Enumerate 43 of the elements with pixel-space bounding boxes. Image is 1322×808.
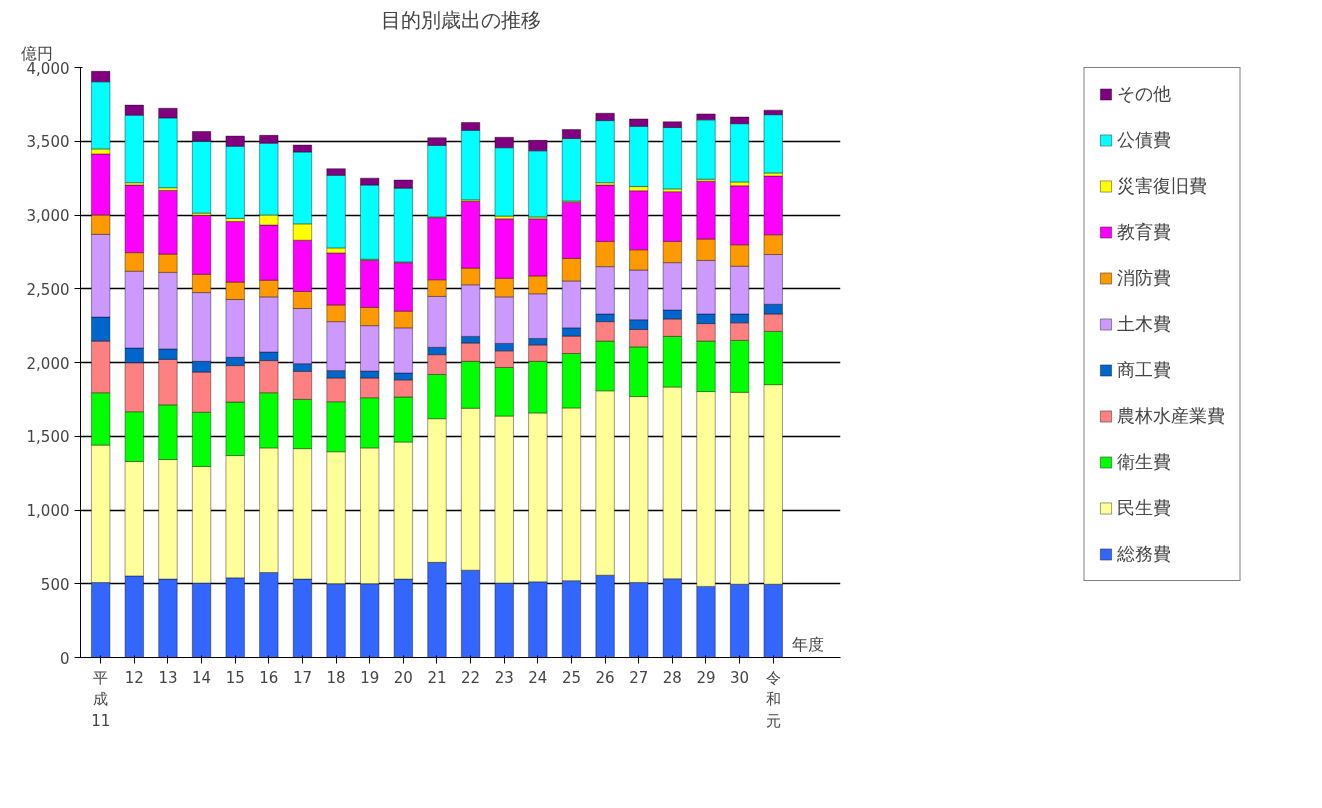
x-tick-label: 22 [461,668,481,687]
legend-label: 土木費 [1117,312,1171,336]
legend-label: 災害復旧費 [1117,174,1207,198]
legend-label: 消防費 [1117,266,1171,290]
x-tick-label: 14 [192,668,212,687]
legend-label: 総務費 [1117,542,1171,566]
y-tick-label: 2,000 [26,354,70,373]
x-tick-label: 16 [259,668,279,687]
legend-label: その他 [1117,82,1171,106]
x-tick-label: 23 [494,668,514,687]
y-tick-label: 3,500 [26,133,70,152]
legend-label: 商工費 [1117,358,1171,382]
y-tick-label: 500 [40,575,70,594]
legend-label: 農林水産業費 [1117,404,1225,428]
x-tick-label: 29 [696,668,716,687]
x-tick-label: 27 [629,668,649,687]
legend-label: 公債費 [1117,128,1171,152]
y-tick-label: 2,500 [26,280,70,299]
legend-label: 教育費 [1117,220,1171,244]
y-tick-label: 1,000 [26,502,70,520]
legend-label: 民生費 [1117,496,1171,520]
x-tick-label: 18 [326,668,346,687]
y-tick-label: 1,500 [26,428,70,447]
x-axis-title: 年度 [791,634,824,654]
x-tick-label: 30 [730,668,750,687]
x-tick-label: 13 [158,668,178,687]
legend-label: 衛生費 [1117,450,1171,474]
x-tick-label: 12 [124,668,144,687]
x-tick-label: 26 [595,668,615,687]
y-tick-label: 0 [59,649,70,668]
x-tick-label: 24 [528,668,548,687]
y-axis-title: 億円 [20,43,53,63]
x-tick-label: 21 [427,668,447,687]
x-tick-label: 19 [360,668,380,687]
x-tick-label: 25 [561,668,582,687]
x-tick-label: 20 [393,668,413,687]
x-tick-label: 15 [225,668,245,687]
x-tick-label: 平成11 [91,668,111,730]
x-tick-label: 17 [292,668,312,687]
y-tick-label: 3,000 [26,207,70,225]
x-tick-label: 28 [662,668,682,687]
x-tick-label: 令和元 [765,668,781,730]
chart-title: 目的別歳出の推移 [380,7,541,32]
